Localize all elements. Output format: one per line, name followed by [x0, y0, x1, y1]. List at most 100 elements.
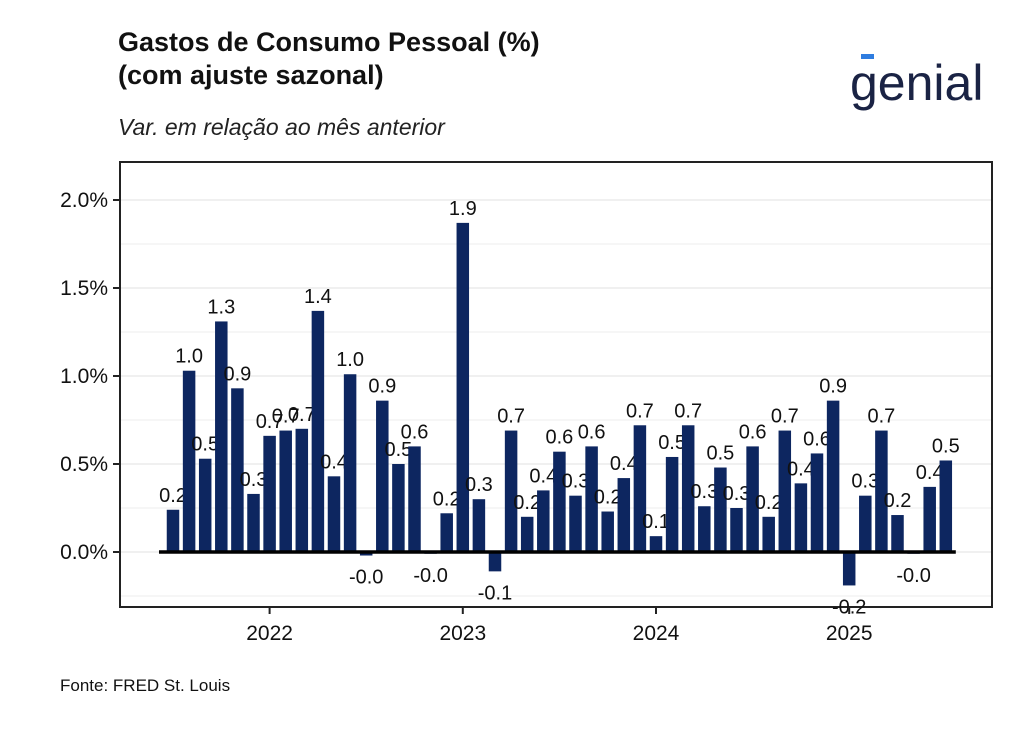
- bar: [794, 483, 808, 552]
- bar: [343, 374, 357, 552]
- data-label: 1.3: [207, 296, 235, 318]
- data-label: 0.7: [867, 406, 895, 428]
- data-label: 0.4: [787, 458, 815, 480]
- data-label: 0.4: [320, 451, 348, 473]
- chart-title-line2: (com ajuste sazonal): [118, 60, 384, 90]
- data-label: 0.7: [272, 406, 300, 428]
- data-label: 0.7: [497, 406, 525, 428]
- data-label: -0.0: [896, 565, 930, 587]
- bar: [231, 388, 244, 552]
- bar: [488, 552, 502, 572]
- data-label: 0.6: [401, 421, 429, 443]
- data-label: 0.2: [594, 487, 622, 509]
- bar: [392, 464, 405, 552]
- bar: [585, 446, 598, 552]
- bar: [456, 222, 470, 552]
- bar: [569, 495, 582, 552]
- chart-subtitle: Var. em relação ao mês anterior: [118, 114, 445, 140]
- data-label: 0.3: [851, 471, 879, 493]
- data-label: 1.9: [449, 198, 477, 220]
- data-label: 0.4: [529, 465, 557, 487]
- bar: [939, 460, 953, 552]
- bar: [327, 476, 341, 552]
- data-label: 0.4: [916, 462, 944, 484]
- data-label: 0.5: [191, 434, 219, 456]
- data-label: -0.0: [349, 567, 383, 589]
- bar: [408, 446, 421, 552]
- y-tick-label: 0.5%: [60, 453, 108, 476]
- x-tick-label: 2024: [633, 622, 680, 645]
- bar: [826, 400, 840, 552]
- bar: [810, 453, 824, 552]
- data-label: 0.2: [433, 488, 461, 510]
- bar: [198, 458, 212, 552]
- bar: [440, 513, 453, 552]
- y-tick-label: 2.0%: [60, 189, 108, 212]
- bar: [520, 516, 534, 552]
- bar: [714, 467, 727, 552]
- data-label: -0.0: [413, 565, 447, 587]
- bar: [263, 435, 276, 552]
- data-label: 0.6: [545, 427, 573, 449]
- bar: [247, 493, 260, 552]
- bar: [649, 536, 663, 552]
- bar: [681, 425, 695, 552]
- source-note: Fonte: FRED St. Louis: [60, 676, 231, 695]
- bar: [859, 495, 872, 552]
- bar: [762, 516, 775, 552]
- data-label: 0.5: [706, 443, 734, 465]
- data-label: 0.2: [755, 492, 783, 514]
- data-label: 1.4: [304, 286, 332, 308]
- data-label: -0.1: [478, 582, 512, 604]
- bar: [923, 486, 936, 552]
- bar: [537, 490, 550, 552]
- logo-text: genial: [850, 55, 983, 111]
- y-tick-label: 1.5%: [60, 277, 108, 300]
- bar: [279, 430, 292, 552]
- plot-border: [119, 161, 993, 608]
- data-label: 0.3: [562, 471, 590, 493]
- bar: [746, 446, 759, 552]
- data-label: 0.2: [159, 485, 187, 507]
- data-label: 0.7: [674, 400, 702, 422]
- data-label: 0.9: [223, 363, 251, 385]
- data-label: 0.6: [578, 421, 606, 443]
- y-tick-label: 0.0%: [60, 541, 108, 564]
- data-label: 0.7: [771, 406, 799, 428]
- x-tick-label: 2023: [439, 622, 486, 645]
- data-label: 0.2: [884, 490, 912, 512]
- data-label: 0.9: [819, 376, 847, 398]
- genial-logo: genial: [850, 54, 983, 111]
- bar: [504, 430, 518, 552]
- bar: [166, 509, 180, 552]
- bar: [215, 321, 228, 552]
- data-label: 0.6: [803, 428, 831, 450]
- x-tick-label: 2025: [826, 622, 873, 645]
- x-tick-label: 2022: [246, 622, 293, 645]
- bar: [472, 499, 486, 552]
- data-label: 0.7: [288, 404, 316, 426]
- chart-title-line1: Gastos de Consumo Pessoal (%): [118, 27, 540, 57]
- bar: [698, 506, 711, 552]
- y-tick-label: 1.0%: [60, 365, 108, 388]
- data-label: 0.5: [932, 435, 960, 457]
- bar: [376, 400, 389, 552]
- data-label: 0.7: [256, 411, 284, 433]
- chart-title: Gastos de Consumo Pessoal (%) (com ajust…: [118, 26, 540, 92]
- bar: [601, 511, 614, 552]
- bar: [553, 451, 566, 552]
- bar: [891, 515, 904, 552]
- data-label: 0.5: [658, 432, 686, 454]
- data-label: 0.2: [513, 492, 541, 514]
- data-label: 0.1: [642, 511, 670, 533]
- data-label: 0.9: [368, 376, 396, 398]
- bar: [633, 425, 647, 552]
- data-label: 0.7: [626, 400, 654, 422]
- data-label: 0.3: [723, 483, 751, 505]
- data-label: 0.5: [384, 439, 412, 461]
- bar: [778, 430, 792, 552]
- data-label: 1.0: [175, 346, 203, 368]
- logo-accent-mark: [861, 54, 874, 59]
- bar: [875, 430, 888, 552]
